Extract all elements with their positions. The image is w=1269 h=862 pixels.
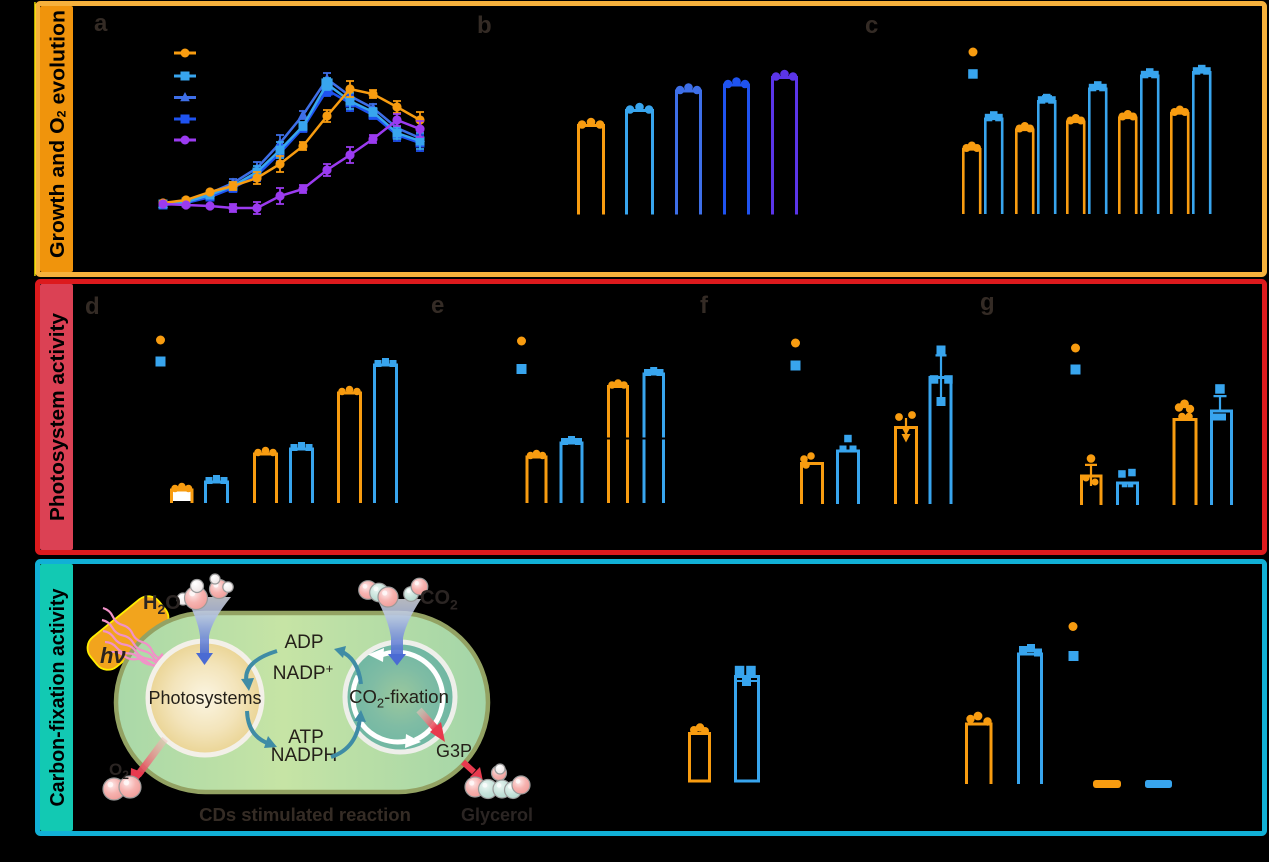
svg-text:Carbon-fixation activity: Carbon-fixation activity <box>46 588 69 807</box>
svg-text:c: c <box>865 12 878 39</box>
svg-text:f: f <box>700 292 709 319</box>
svg-text:Photosystems: Photosystems <box>148 688 261 708</box>
svg-text:Glycerol: Glycerol <box>461 805 533 825</box>
svg-text:Photosystem activity: Photosystem activity <box>46 312 69 521</box>
svg-text:G3P: G3P <box>436 741 472 761</box>
svg-text:ATP: ATP <box>288 727 324 748</box>
svg-text:CDs stimulated reaction: CDs stimulated reaction <box>199 804 411 825</box>
svg-text:b: b <box>477 12 492 39</box>
svg-text:a: a <box>94 10 108 37</box>
svg-text:g: g <box>980 289 995 316</box>
svg-text:ADP: ADP <box>284 632 323 653</box>
svg-text:hν: hν <box>100 643 126 668</box>
svg-text:NADPH: NADPH <box>271 745 338 766</box>
svg-text:Growth and O2 evolution: Growth and O2 evolution <box>46 10 69 258</box>
svg-text:NADP+: NADP+ <box>273 661 333 684</box>
svg-text:e: e <box>431 292 444 319</box>
svg-text:d: d <box>85 293 100 320</box>
svg-text:CO2-fixation: CO2-fixation <box>349 686 449 711</box>
